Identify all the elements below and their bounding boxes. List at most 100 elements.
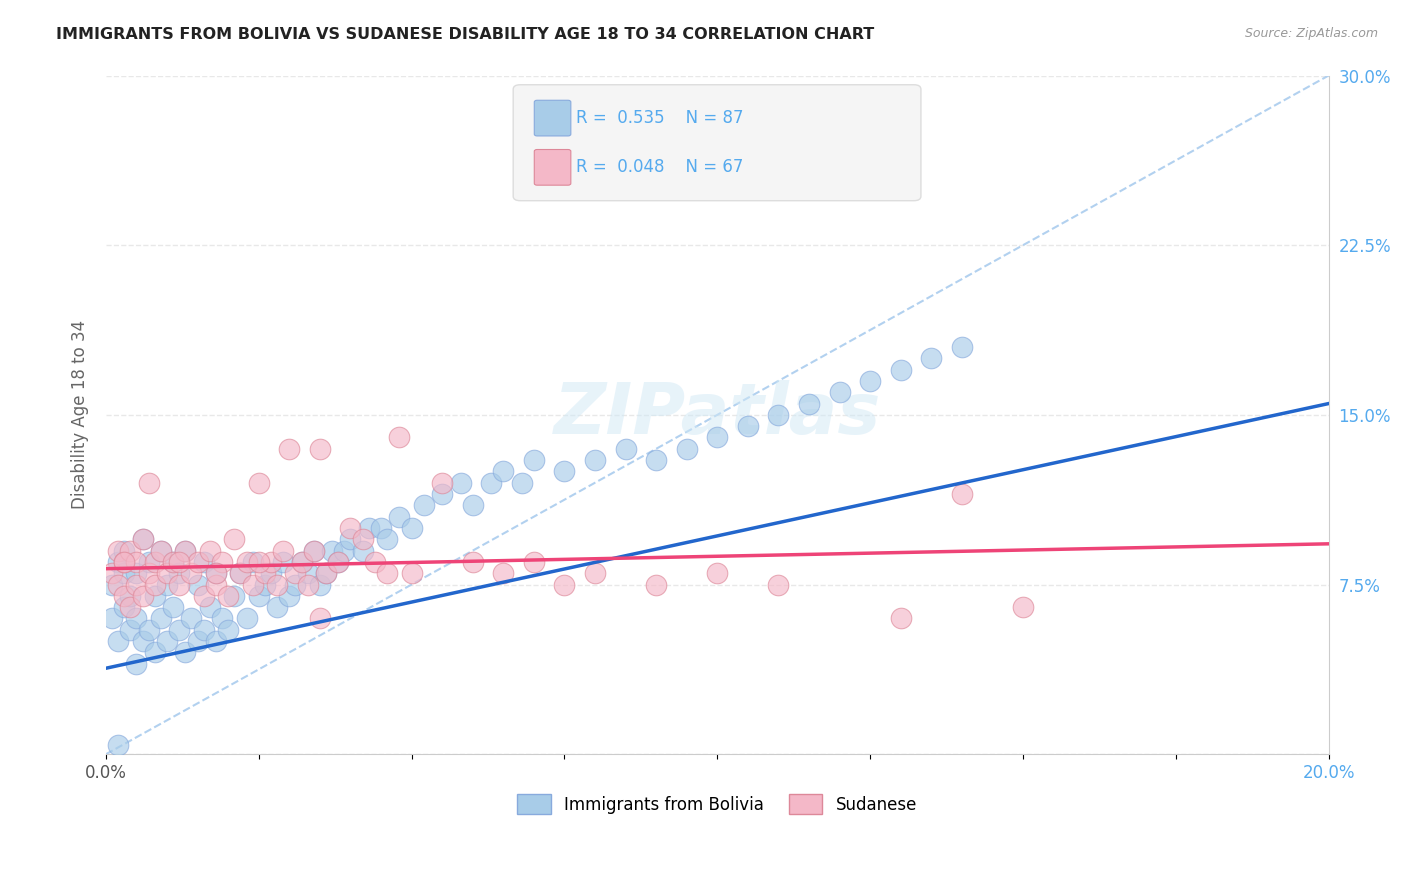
Point xyxy=(315,566,337,581)
Point xyxy=(523,555,546,569)
Point xyxy=(388,509,411,524)
Point xyxy=(768,408,790,422)
Point xyxy=(235,611,257,625)
Point xyxy=(174,543,197,558)
Point xyxy=(174,645,197,659)
Point xyxy=(309,611,332,625)
Text: ZIPatlas: ZIPatlas xyxy=(554,380,882,450)
Point xyxy=(890,362,912,376)
Point xyxy=(553,465,575,479)
Point xyxy=(479,475,502,490)
Point xyxy=(198,600,221,615)
Point xyxy=(302,543,325,558)
Point xyxy=(364,555,387,569)
Point xyxy=(205,566,228,581)
Point xyxy=(266,577,288,591)
Point xyxy=(309,577,332,591)
Point xyxy=(125,657,148,671)
Point xyxy=(125,577,148,591)
Point xyxy=(112,555,135,569)
Point xyxy=(138,555,160,569)
Point xyxy=(131,533,153,547)
Point xyxy=(706,566,728,581)
Point xyxy=(112,555,135,569)
Point xyxy=(357,521,380,535)
Point xyxy=(950,487,973,501)
Point xyxy=(156,634,179,648)
Point xyxy=(266,600,288,615)
Point xyxy=(242,555,264,569)
Point xyxy=(138,623,160,637)
Legend: Immigrants from Bolivia, Sudanese: Immigrants from Bolivia, Sudanese xyxy=(517,795,917,814)
Point xyxy=(156,566,179,581)
Point xyxy=(242,577,264,591)
Point xyxy=(125,611,148,625)
Point xyxy=(107,555,129,569)
Point xyxy=(253,566,276,581)
Point xyxy=(271,543,294,558)
Point xyxy=(297,566,319,581)
Point xyxy=(229,566,252,581)
Text: R =  0.048    N = 67: R = 0.048 N = 67 xyxy=(576,159,744,177)
Point xyxy=(430,487,453,501)
Point xyxy=(187,634,209,648)
Point xyxy=(328,555,350,569)
Point xyxy=(162,555,184,569)
Point xyxy=(290,555,312,569)
Point xyxy=(450,475,472,490)
Point xyxy=(131,533,153,547)
Point xyxy=(706,430,728,444)
Point xyxy=(253,577,276,591)
Point xyxy=(302,543,325,558)
Point xyxy=(375,533,398,547)
Point xyxy=(553,577,575,591)
Point xyxy=(211,611,233,625)
Point xyxy=(352,533,374,547)
Point xyxy=(174,543,197,558)
Point xyxy=(492,465,515,479)
Point xyxy=(107,543,129,558)
Point xyxy=(101,577,124,591)
Point xyxy=(156,577,179,591)
Point xyxy=(339,521,361,535)
Point xyxy=(193,589,215,603)
Point xyxy=(333,543,356,558)
Point xyxy=(461,555,484,569)
Y-axis label: Disability Age 18 to 34: Disability Age 18 to 34 xyxy=(72,320,89,509)
Point xyxy=(112,543,135,558)
Point xyxy=(388,430,411,444)
Point xyxy=(229,566,252,581)
Point xyxy=(205,634,228,648)
Point xyxy=(315,566,337,581)
Point xyxy=(675,442,697,456)
Point xyxy=(217,589,239,603)
Point xyxy=(352,543,374,558)
Text: R =  0.535    N = 87: R = 0.535 N = 87 xyxy=(576,109,744,127)
Point xyxy=(247,475,270,490)
Point xyxy=(461,499,484,513)
Point xyxy=(247,589,270,603)
Point xyxy=(193,623,215,637)
Point xyxy=(297,577,319,591)
Point xyxy=(583,453,606,467)
Point xyxy=(187,577,209,591)
Point xyxy=(187,555,209,569)
Point xyxy=(797,396,820,410)
Point xyxy=(737,419,759,434)
Point xyxy=(321,543,343,558)
Point xyxy=(149,543,172,558)
Point xyxy=(120,623,142,637)
Point xyxy=(131,634,153,648)
Point xyxy=(107,634,129,648)
Point xyxy=(120,543,142,558)
Point xyxy=(143,645,166,659)
Point xyxy=(101,566,124,581)
Point xyxy=(143,555,166,569)
Point xyxy=(401,521,423,535)
Point xyxy=(211,555,233,569)
Point xyxy=(430,475,453,490)
Point xyxy=(375,566,398,581)
Text: IMMIGRANTS FROM BOLIVIA VS SUDANESE DISABILITY AGE 18 TO 34 CORRELATION CHART: IMMIGRANTS FROM BOLIVIA VS SUDANESE DISA… xyxy=(56,27,875,42)
Point xyxy=(328,555,350,569)
Point xyxy=(890,611,912,625)
